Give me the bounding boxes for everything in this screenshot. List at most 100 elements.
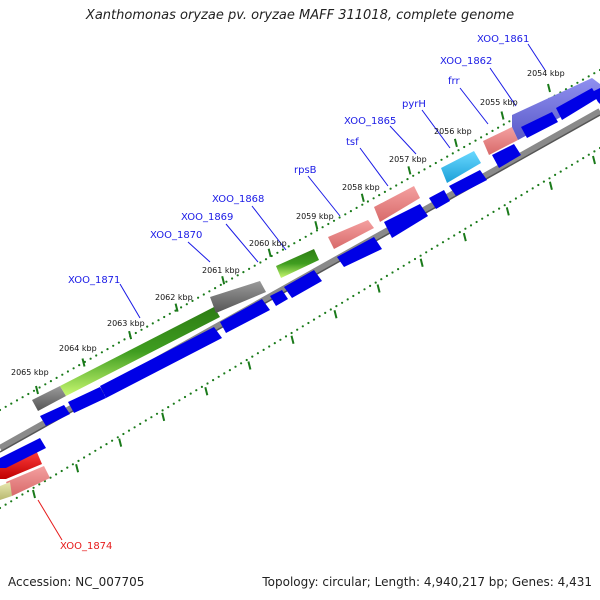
gene-feature-XOO_1871[interactable] (60, 307, 220, 396)
label-leader-XOO_1874 (37, 499, 63, 541)
minor-tick-dot (44, 383, 47, 386)
kbp-label: 2057 kbp (389, 155, 427, 164)
gene-label-XOO_1861[interactable]: XOO_1861 (477, 34, 529, 45)
minor-tick-dot (38, 386, 41, 389)
gene-feature-rpsB[interactable] (328, 220, 374, 249)
minor-tick-dot (217, 375, 220, 378)
minor-tick-dot (117, 341, 120, 344)
cds-arrow[interactable] (449, 170, 487, 196)
minor-tick-dot (468, 142, 471, 145)
minor-tick-dot (355, 206, 358, 209)
cds-arrow[interactable] (284, 270, 322, 298)
minor-tick-dot (554, 173, 557, 176)
minor-tick-dot (105, 443, 108, 446)
gene-feature-XOO_1868[interactable] (276, 249, 319, 278)
cds-arrow[interactable] (40, 405, 70, 426)
minor-tick-dot (324, 311, 327, 314)
gene-feature-pyrH[interactable] (441, 151, 481, 183)
gene-feature-gray[interactable] (210, 281, 266, 313)
minor-tick-dot (475, 220, 478, 224)
gene-label-XOO_1865[interactable]: XOO_1865 (344, 116, 396, 127)
cds-arrow[interactable] (68, 387, 106, 413)
minor-tick-dot (55, 473, 58, 476)
minor-tick-dot (485, 133, 488, 136)
cds-arrow[interactable] (100, 327, 222, 398)
major-tick (419, 258, 424, 268)
minor-tick-dot (385, 274, 388, 277)
cds-arrow[interactable] (384, 204, 428, 238)
minor-tick-dot (66, 370, 69, 373)
minor-tick-dot (273, 342, 276, 345)
cds-arrow[interactable] (521, 112, 558, 138)
gene-label-rpsB[interactable]: rpsB (294, 165, 317, 176)
cds-arrow[interactable] (492, 144, 521, 168)
major-tick (453, 138, 458, 148)
gene-label-tsf[interactable]: tsf (346, 137, 359, 148)
major-tick (376, 284, 381, 293)
cds-arrow[interactable] (592, 88, 600, 104)
gene-label-pyrH[interactable]: pyrH (402, 99, 426, 110)
gene-label-XOO_1862[interactable]: XOO_1862 (440, 56, 492, 67)
minor-tick-dot (15, 496, 18, 499)
kbp-label: 2055 kbp (480, 98, 518, 107)
minor-tick-dot (236, 274, 239, 277)
minor-tick-dot (587, 153, 590, 156)
gene-label-XOO_1869[interactable]: XOO_1869 (181, 212, 233, 223)
minor-tick-dot (123, 338, 126, 341)
minor-tick-dot (307, 321, 310, 325)
gene-feature-XOO_1874[interactable] (0, 450, 42, 479)
cds-arrow[interactable] (337, 237, 382, 267)
gene-feature-pale-lower[interactable] (0, 482, 12, 500)
minor-tick-dot (406, 178, 409, 181)
minor-tick-dot (509, 200, 512, 203)
minor-tick-dot (338, 216, 341, 219)
minor-tick-dot (397, 268, 400, 271)
cds-arrow-lower[interactable] (0, 438, 46, 468)
gene-feature-frr[interactable] (483, 127, 518, 155)
minor-tick-dot (191, 299, 194, 302)
gene-feature-gray[interactable] (32, 386, 66, 411)
minor-tick-dot (157, 319, 160, 322)
minor-tick-dot (447, 237, 450, 240)
minor-tick-dot (332, 219, 336, 222)
cds-arrow[interactable] (429, 190, 450, 209)
kbp-label: 2056 kbp (434, 127, 472, 136)
minor-tick-dot (301, 325, 304, 328)
gene-feature-tsf[interactable] (374, 186, 420, 222)
minor-tick-dot (514, 197, 518, 200)
gene-label-XOO_1874[interactable]: XOO_1874 (60, 541, 112, 552)
genome-summary-text: Topology: circular; Length: 4,940,217 bp… (262, 575, 592, 589)
kbp-label: 2061 kbp (202, 266, 240, 275)
gene-label-frr[interactable]: frr (448, 76, 460, 87)
minor-tick-dot (293, 242, 296, 245)
minor-tick-dot (106, 348, 109, 351)
gene-label-XOO_1870[interactable]: XOO_1870 (150, 230, 202, 241)
minor-tick-dot (458, 231, 461, 234)
minor-tick-dot (228, 369, 231, 372)
minor-tick-dot (185, 303, 188, 306)
cds-arrow[interactable] (220, 299, 270, 333)
minor-tick-dot (440, 158, 443, 161)
minor-tick-dot (446, 155, 449, 158)
cds-arrow[interactable] (270, 290, 288, 306)
minor-tick-dot (537, 183, 540, 187)
minor-tick-dot (412, 174, 415, 177)
major-tick (174, 303, 179, 312)
minor-tick-dot (225, 280, 228, 283)
minor-tick-dot (310, 232, 313, 235)
minor-tick-dot (161, 409, 164, 412)
minor-tick-dot (366, 200, 369, 203)
minor-tick-dot (21, 493, 24, 496)
minor-tick-dot (174, 309, 177, 312)
minor-tick-dot (83, 456, 86, 459)
major-tick (547, 83, 551, 93)
gene-label-XOO_1868[interactable]: XOO_1868 (212, 194, 264, 205)
label-leaders (119, 43, 546, 319)
gene-label-XOO_1871[interactable]: XOO_1871 (68, 275, 120, 286)
minor-tick-dot (389, 187, 392, 190)
major-tick (35, 385, 39, 395)
gene-feature-pink-lower[interactable] (6, 466, 50, 496)
cds-arrow[interactable] (556, 88, 598, 120)
minor-tick-dot (178, 399, 181, 402)
